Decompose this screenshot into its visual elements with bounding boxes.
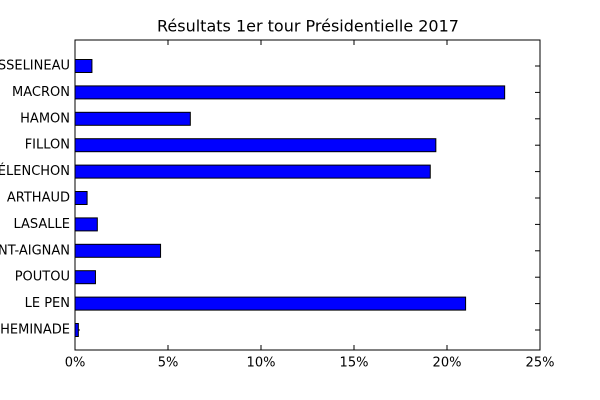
- x-tick-label: 15%: [340, 356, 369, 371]
- y-tick-label: ARTHAUD: [7, 191, 70, 206]
- bar: [74, 191, 88, 205]
- y-tick-label: LASALLE: [13, 217, 70, 232]
- plot-frame: [74, 39, 541, 351]
- bar: [74, 323, 79, 337]
- y-tick-label: LE PEN: [25, 296, 70, 311]
- bar: [74, 243, 162, 258]
- y-tick-label: POUTOU: [15, 270, 70, 285]
- x-tick-label: 25%: [526, 356, 555, 371]
- bar: [74, 138, 437, 153]
- bar: [74, 85, 506, 100]
- y-tick-label: CHEMINADE: [0, 323, 70, 338]
- y-tick-label: ASSELINEAU: [0, 59, 70, 74]
- x-tick-label: 10%: [247, 356, 276, 371]
- x-tick-label: 5%: [158, 356, 179, 371]
- chart-title: Résultats 1er tour Présidentielle 2017: [157, 17, 459, 36]
- y-tick-label: HAMON: [20, 111, 70, 126]
- y-tick-label: FILLON: [25, 138, 70, 153]
- bar: [74, 296, 467, 311]
- y-tick-label: MÉLENCHON: [0, 163, 70, 179]
- bar: [74, 111, 191, 126]
- x-tick-label: 20%: [433, 356, 462, 371]
- y-tick-label: MACRON: [12, 85, 70, 100]
- bar: [74, 59, 93, 73]
- bar: [74, 270, 96, 285]
- y-tick-label: DUPONT-AIGNAN: [0, 243, 70, 258]
- x-tick-label: 0%: [65, 356, 86, 371]
- bar: [74, 217, 98, 232]
- bar: [74, 164, 431, 179]
